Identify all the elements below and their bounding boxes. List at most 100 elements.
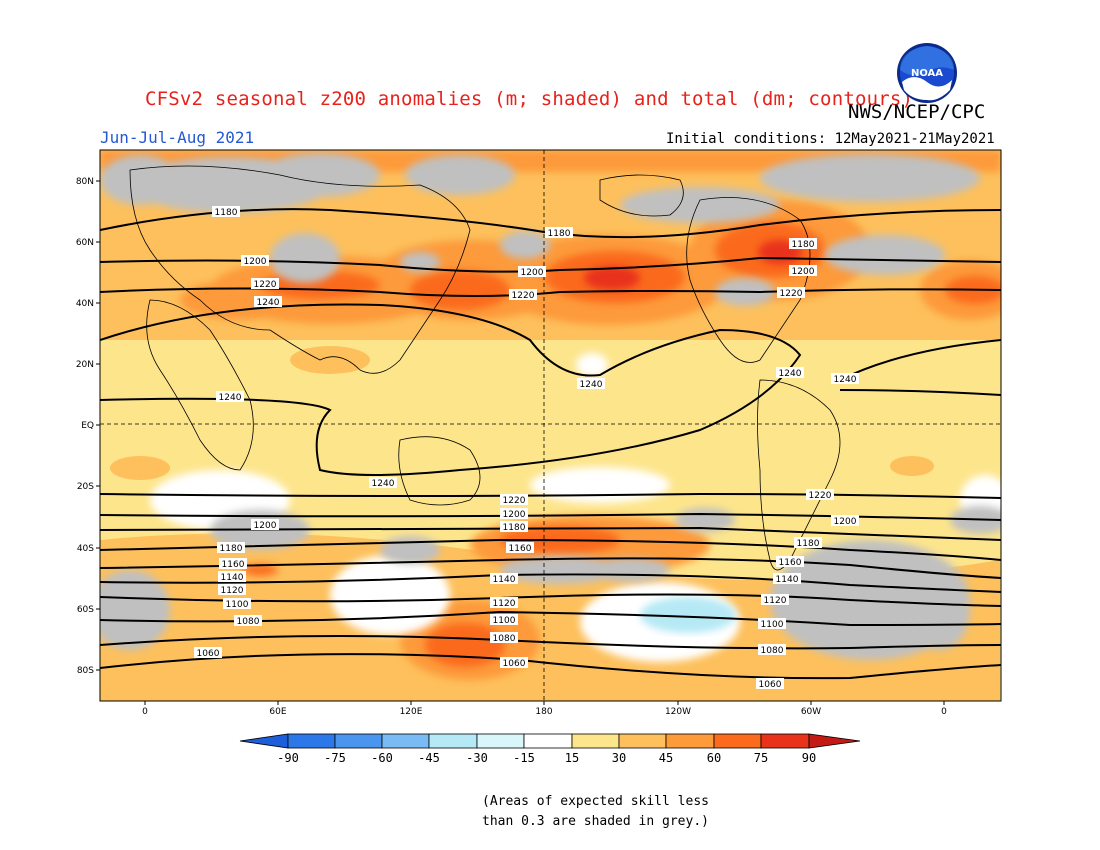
contour-label: 1160 [776, 556, 804, 568]
lat-label: 20S [77, 482, 94, 492]
svg-text:1060: 1060 [197, 649, 220, 659]
svg-text:1200: 1200 [503, 510, 526, 520]
svg-text:1140: 1140 [221, 573, 244, 583]
contour-label: 1160 [219, 558, 247, 570]
svg-text:1120: 1120 [764, 596, 787, 606]
svg-text:1080: 1080 [761, 646, 784, 656]
contour-label: 1060 [500, 657, 528, 669]
skill-note: (Areas of expected skill less than 0.3 a… [482, 792, 709, 832]
map-title: CFSv2 seasonal z200 anomalies (m; shaded… [145, 88, 914, 110]
svg-text:1100: 1100 [493, 616, 516, 626]
contour-label: 1220 [509, 289, 537, 301]
contour-label: 1160 [506, 542, 534, 554]
svg-text:1120: 1120 [221, 586, 244, 596]
contour-label: 1100 [223, 598, 251, 610]
lat-label: 40N [76, 299, 94, 309]
colorbar-label: -75 [324, 751, 346, 765]
agency-label: NWS/NCEP/CPC [848, 101, 986, 123]
contour-label: 1200 [518, 266, 546, 278]
colorbar-label: 30 [611, 751, 627, 765]
contour-label: 1140 [773, 573, 801, 585]
colorbar-label: -15 [513, 751, 535, 765]
colorbar-label: 15 [564, 751, 580, 765]
svg-text:1240: 1240 [779, 369, 802, 379]
svg-text:1160: 1160 [509, 544, 532, 554]
contour-label: 1200 [500, 508, 528, 520]
anomaly-negative-shading [640, 597, 736, 633]
lon-label: 0 [142, 707, 148, 717]
lat-label: 40S [77, 544, 94, 554]
svg-text:1200: 1200 [792, 267, 815, 277]
season-label: Jun-Jul-Aug 2021 [100, 128, 255, 147]
noaa-logo-text: NOAA [911, 68, 943, 79]
colorbar-label: 90 [801, 751, 817, 765]
initial-conditions-label: Initial conditions: 12May2021-21May2021 [666, 131, 995, 147]
svg-text:1140: 1140 [776, 575, 799, 585]
latitude-axis: 80N 60N 40N 20N EQ 20S 40S 60S 80S [76, 177, 94, 676]
contour-label: 1060 [194, 647, 222, 659]
colorbar [239, 733, 861, 749]
svg-text:1240: 1240 [834, 375, 857, 385]
svg-text:1220: 1220 [512, 291, 535, 301]
longitude-axis: 0 60E 120E 180 120W 60W 0 [142, 707, 947, 717]
contour-label: 1240 [369, 477, 397, 489]
lon-label: 120W [665, 707, 691, 717]
contour-label: 1080 [758, 644, 786, 656]
svg-text:1140: 1140 [493, 575, 516, 585]
contour-label: 1140 [218, 571, 246, 583]
contour-label: 1100 [490, 614, 518, 626]
svg-text:1220: 1220 [780, 289, 803, 299]
lat-label: 60S [77, 605, 94, 615]
lat-label: EQ [81, 421, 94, 431]
contour-label: 1200 [831, 515, 859, 527]
svg-text:1180: 1180 [215, 208, 238, 218]
colorbar-left-arrow [239, 733, 289, 749]
svg-text:1160: 1160 [779, 558, 802, 568]
contour-label: 1080 [234, 615, 262, 627]
svg-text:1080: 1080 [493, 634, 516, 644]
contour-label: 1220 [806, 489, 834, 501]
svg-text:1180: 1180 [503, 523, 526, 533]
contour-label: 1080 [490, 632, 518, 644]
contour-label: 1220 [251, 278, 279, 290]
lat-label: 80S [77, 666, 94, 676]
longitude-ticks [144, 701, 945, 705]
contour-label: 1120 [490, 597, 518, 609]
contour-label: 1180 [212, 206, 240, 218]
svg-text:1240: 1240 [219, 393, 242, 403]
contour-label: 1180 [217, 542, 245, 554]
svg-text:1240: 1240 [580, 380, 603, 390]
svg-text:1180: 1180 [220, 544, 243, 554]
svg-text:1100: 1100 [226, 600, 249, 610]
contour-label: 1180 [789, 238, 817, 250]
lat-label: 80N [76, 177, 94, 187]
svg-text:1200: 1200 [834, 517, 857, 527]
svg-text:1060: 1060 [503, 659, 526, 669]
contour-label: 1200 [789, 265, 817, 277]
contour-label: 1200 [241, 255, 269, 267]
svg-text:1200: 1200 [521, 268, 544, 278]
lon-label: 60E [269, 707, 286, 717]
contour-label: 1120 [218, 584, 246, 596]
svg-text:1060: 1060 [759, 680, 782, 690]
svg-text:1220: 1220 [503, 496, 526, 506]
latitude-ticks [96, 180, 100, 671]
contour-label: 1140 [490, 573, 518, 585]
noaa-logo-icon: NOAA [897, 43, 957, 103]
svg-text:1240: 1240 [372, 479, 395, 489]
contour-label: 1200 [251, 519, 279, 531]
contour-label: 1240 [577, 378, 605, 390]
low-skill-grey-mask [100, 153, 1001, 660]
lon-label: 0 [941, 707, 947, 717]
contour-label: 1220 [500, 494, 528, 506]
colorbar-label: 75 [753, 751, 769, 765]
contour-label: 1180 [545, 227, 573, 239]
colorbar-label: -60 [371, 751, 393, 765]
svg-text:1180: 1180 [797, 539, 820, 549]
colorbar-label: -45 [418, 751, 440, 765]
lat-label: 20N [76, 360, 94, 370]
contour-label: 1240 [831, 373, 859, 385]
svg-text:1220: 1220 [809, 491, 832, 501]
svg-text:1240: 1240 [257, 298, 280, 308]
contour-label: 1060 [756, 678, 784, 690]
